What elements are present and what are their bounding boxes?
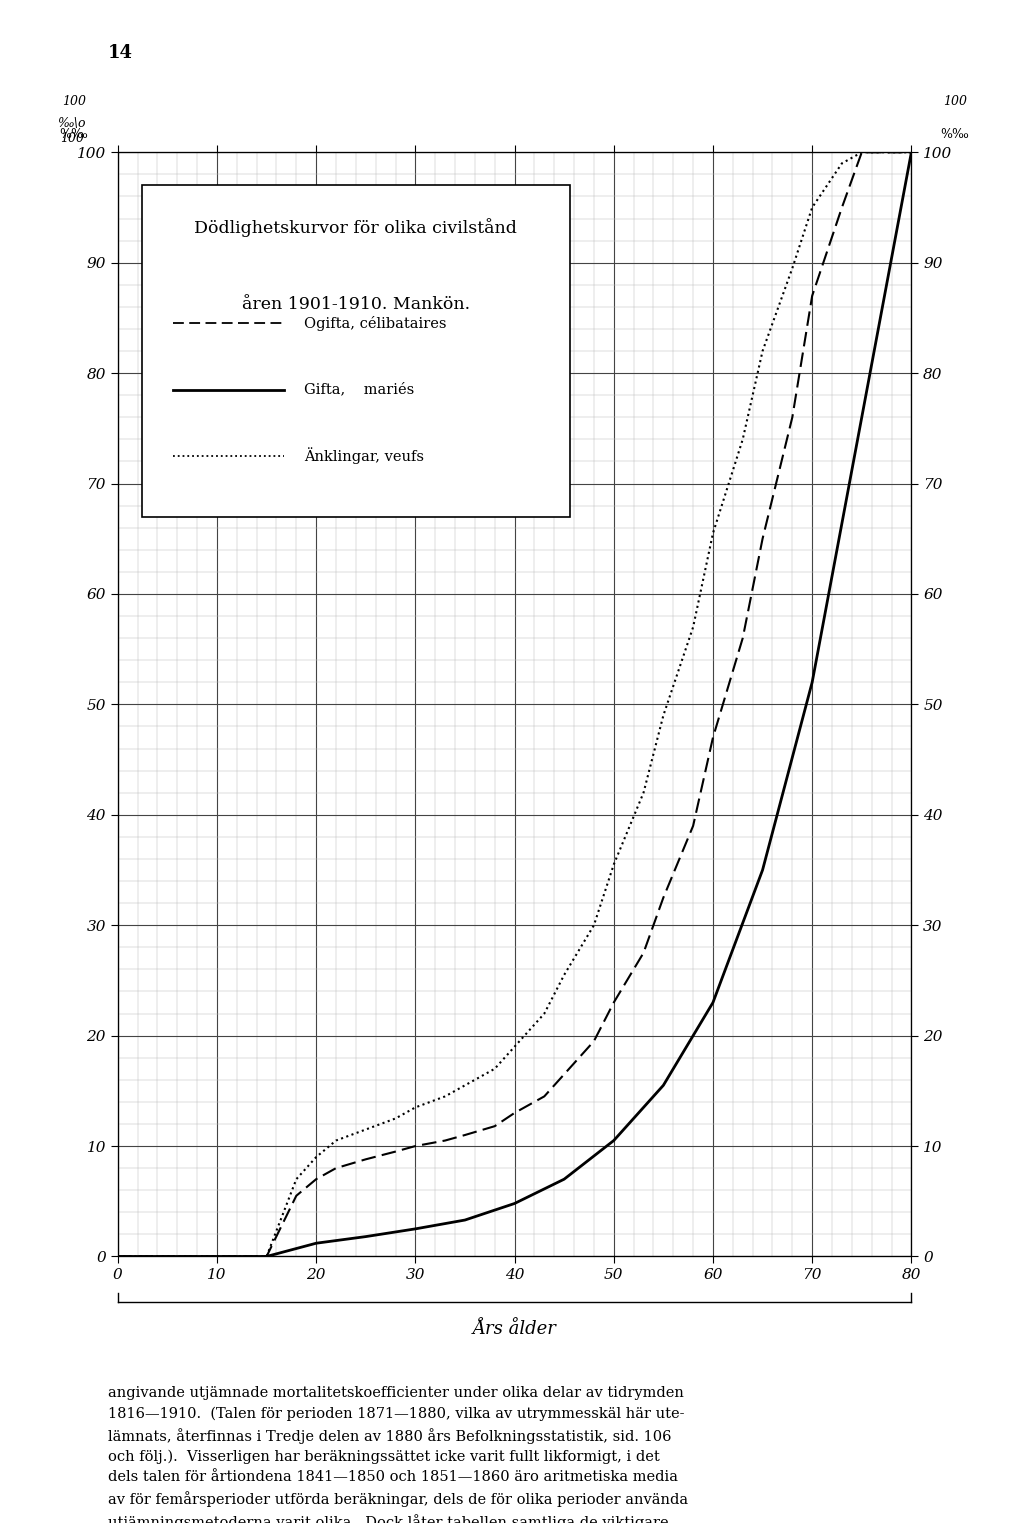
Text: Ogifta, célibataires: Ogifta, célibataires bbox=[304, 315, 446, 330]
Text: %‰: %‰ bbox=[59, 128, 88, 142]
Text: Gifta,    mariés: Gifta, mariés bbox=[304, 382, 415, 396]
Text: 14: 14 bbox=[108, 44, 132, 62]
Text: Änklingar, veufs: Änklingar, veufs bbox=[304, 448, 424, 465]
Text: Års ålder: Års ålder bbox=[473, 1320, 556, 1339]
Text: åren 1901-1910. Mankön.: åren 1901-1910. Mankön. bbox=[242, 295, 470, 312]
Text: 100: 100 bbox=[943, 94, 967, 108]
Text: ‰\o
100: ‰\o 100 bbox=[57, 117, 86, 145]
Text: Dödlighetskurvor för olika civilstånd: Dödlighetskurvor för olika civilstånd bbox=[195, 219, 517, 238]
Text: angivande utjämnade mortalitetskoefficienter under olika delar av tidrymden
1816: angivande utjämnade mortalitetskoefficie… bbox=[108, 1386, 688, 1523]
Text: 100: 100 bbox=[62, 94, 86, 108]
FancyBboxPatch shape bbox=[141, 186, 570, 516]
Text: %‰: %‰ bbox=[941, 128, 970, 142]
